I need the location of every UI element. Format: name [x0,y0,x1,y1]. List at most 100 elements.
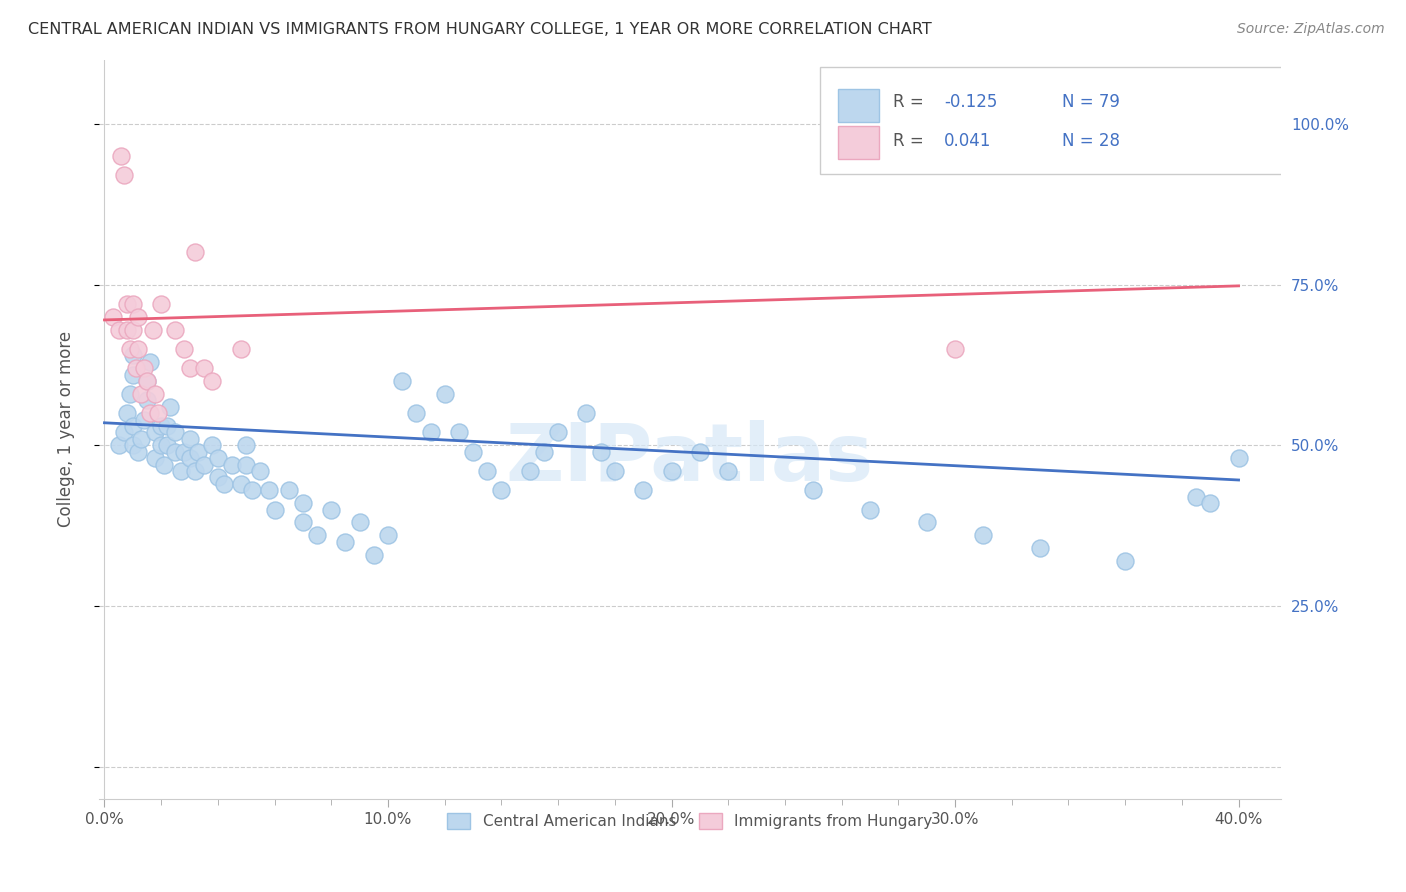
Point [349,516,371,530]
Point [121,438,143,452]
Point [229,476,252,491]
Point [142,322,165,336]
Point [153,458,176,472]
Point [112,169,135,183]
Point [165,322,187,336]
Point [150,297,173,311]
Point [121,297,143,311]
Point [145,451,167,466]
Text: CENTRAL AMERICAN INDIAN VS IMMIGRANTS FROM HUNGARY COLLEGE, 1 YEAR OR MORE CORRE: CENTRAL AMERICAN INDIAN VS IMMIGRANTS FR… [28,22,932,37]
Point [229,342,252,356]
Point [321,502,343,516]
Point [127,444,149,458]
Point [972,528,994,542]
Point [235,458,257,472]
Point [156,438,179,452]
Point [136,393,159,408]
Point [184,245,207,260]
Point [145,387,167,401]
Point [405,406,427,420]
Point [193,458,215,472]
Point [377,528,399,542]
Point [307,528,329,542]
Y-axis label: College, 1 year or more: College, 1 year or more [58,331,75,527]
Point [335,534,357,549]
Point [477,464,499,478]
Point [263,502,285,516]
Point [1199,496,1222,510]
Point [121,322,143,336]
Point [235,438,257,452]
Point [159,400,181,414]
Point [179,451,201,466]
Point [121,368,143,382]
Point [447,425,470,440]
FancyBboxPatch shape [838,126,879,160]
Point [170,464,193,478]
Point [139,406,162,420]
Point [915,516,938,530]
Point [107,438,129,452]
Point [127,310,149,324]
Point [491,483,513,498]
Point [277,483,299,498]
Point [179,432,201,446]
Point [156,419,179,434]
Point [249,464,271,478]
Point [173,342,195,356]
Point [112,425,135,440]
Point [139,355,162,369]
Point [519,464,541,478]
Point [201,438,224,452]
Point [212,476,235,491]
Point [547,425,569,440]
Point [115,297,138,311]
Point [101,310,124,324]
Point [193,361,215,376]
Point [240,483,263,498]
Point [363,548,385,562]
Point [461,444,484,458]
Text: R =: R = [893,132,929,150]
Point [589,444,612,458]
Text: R =: R = [893,94,929,112]
Point [201,374,224,388]
Point [257,483,280,498]
Point [134,412,156,426]
Point [1114,554,1136,568]
Point [291,496,314,510]
Point [575,406,598,420]
Point [107,322,129,336]
Point [291,516,314,530]
Text: N = 28: N = 28 [1063,132,1121,150]
Text: ZIPatlas: ZIPatlas [506,420,875,498]
Point [121,419,143,434]
Point [603,464,626,478]
Point [717,464,740,478]
Point [150,438,173,452]
Point [145,425,167,440]
Point [187,444,209,458]
Point [859,502,882,516]
Point [207,451,229,466]
Text: N = 79: N = 79 [1063,94,1121,112]
Point [136,374,159,388]
Point [124,361,146,376]
Point [433,387,456,401]
Point [115,322,138,336]
Point [1185,490,1208,504]
Point [943,342,966,356]
Point [165,425,187,440]
Point [127,342,149,356]
Point [631,483,654,498]
FancyBboxPatch shape [838,89,879,122]
Point [173,444,195,458]
Point [391,374,413,388]
Point [131,432,153,446]
Point [136,374,159,388]
Point [1029,541,1052,555]
Point [165,444,187,458]
Point [1227,451,1250,466]
Text: Source: ZipAtlas.com: Source: ZipAtlas.com [1237,22,1385,37]
Point [118,342,141,356]
